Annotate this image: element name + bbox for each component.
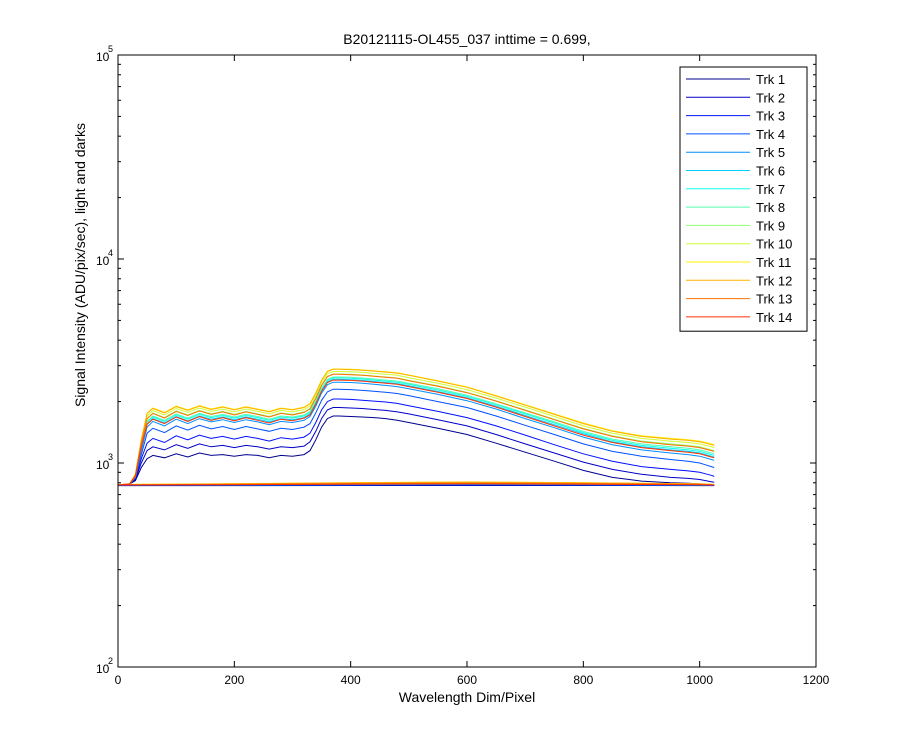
x-tick-label: 600 xyxy=(457,673,477,687)
series-line-trk-8-light xyxy=(117,376,715,486)
legend-label-trk-11: Trk 11 xyxy=(756,255,791,270)
series-line-trk-10-light xyxy=(117,371,715,486)
legend-label-trk-12: Trk 12 xyxy=(756,273,792,288)
legend-label-trk-10: Trk 10 xyxy=(756,237,792,252)
y-tick-label-base: 10 xyxy=(96,50,110,64)
legend-label-trk-13: Trk 13 xyxy=(756,292,792,307)
legend-label-trk-1: Trk 1 xyxy=(756,72,785,87)
x-tick-label: 1200 xyxy=(803,673,830,687)
x-tick-label: 0 xyxy=(115,673,122,687)
series-layer xyxy=(117,368,715,487)
y-tick-label-exp: 3 xyxy=(108,452,113,462)
legend-label-trk-9: Trk 9 xyxy=(756,218,785,233)
legend-label-trk-7: Trk 7 xyxy=(756,182,785,197)
y-tick-label-exp: 2 xyxy=(108,656,113,666)
series-line-trk-13-light xyxy=(117,373,715,486)
y-tick-label-exp: 5 xyxy=(108,44,113,54)
series-line-trk-12-light xyxy=(117,368,715,486)
legend-label-trk-4: Trk 4 xyxy=(756,127,785,142)
series-line-trk-1-light xyxy=(117,415,715,486)
x-axis-label: Wavelength Dim/Pixel xyxy=(398,689,536,705)
series-line-trk-14-dark xyxy=(117,483,715,486)
legend-label-trk-5: Trk 5 xyxy=(756,145,785,160)
y-tick-label-exp: 4 xyxy=(108,248,113,258)
chart-title: B20121115-OL455_037 inttime = 0.699, xyxy=(343,31,591,47)
legend-label-trk-6: Trk 6 xyxy=(756,164,785,179)
x-tick-label: 400 xyxy=(341,673,361,687)
y-tick-label-base: 10 xyxy=(96,662,110,676)
series-line-trk-2-light xyxy=(117,407,715,486)
series-line-trk-5-light xyxy=(117,381,715,486)
legend: Trk 1 Trk 2 Trk 3 Trk 4 Trk 5 Trk 6 Trk 7 Trk 8… xyxy=(679,66,808,332)
legend-label-trk-2: Trk 2 xyxy=(756,90,785,105)
x-tick-label: 800 xyxy=(573,673,593,687)
legend-label-trk-14: Trk 14 xyxy=(756,310,792,325)
series-line-trk-4-light xyxy=(117,388,715,486)
series-line-trk-3-light xyxy=(117,398,715,486)
x-tick-label: 200 xyxy=(224,673,244,687)
legend-box xyxy=(679,66,808,332)
legend-label-trk-3: Trk 3 xyxy=(756,109,785,124)
y-axis-label: Signal Intensity (ADU/pix/sec), light an… xyxy=(72,123,88,408)
series-line-trk-14-light xyxy=(117,379,715,486)
x-tick-label: 1000 xyxy=(686,673,713,687)
y-tick-label-base: 10 xyxy=(96,458,110,472)
y-tick-label-base: 10 xyxy=(96,254,110,268)
series-line-trk-7-light xyxy=(117,377,715,486)
legend-label-trk-8: Trk 8 xyxy=(756,200,785,215)
